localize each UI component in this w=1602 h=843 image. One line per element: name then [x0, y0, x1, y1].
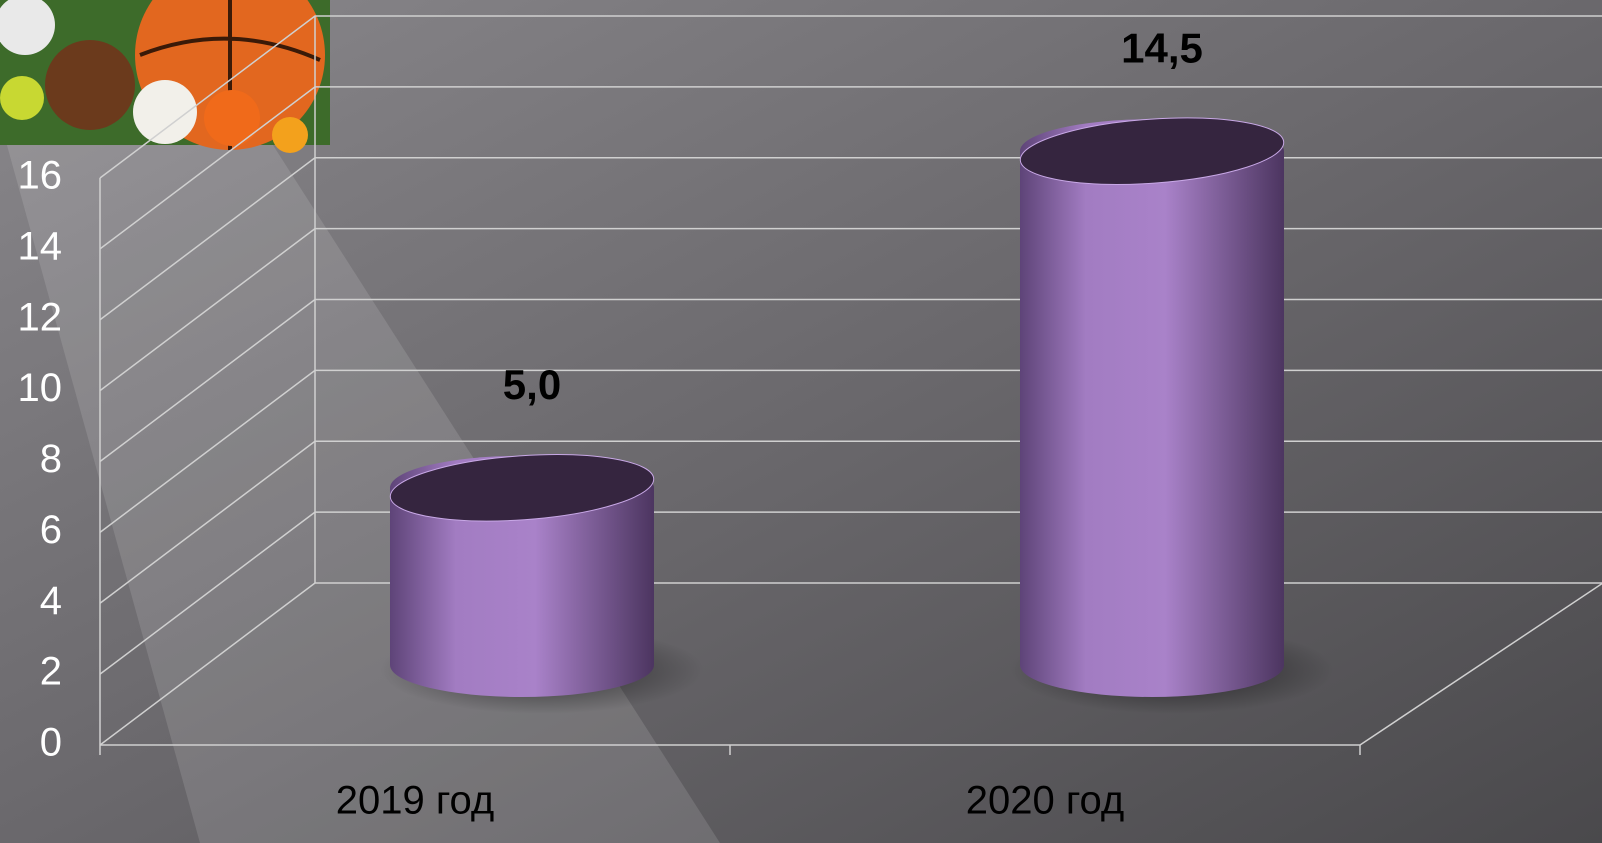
- y-tick-label: 0: [40, 721, 62, 765]
- y-tick-label: 4: [40, 579, 62, 623]
- y-tick-label: 12: [18, 295, 63, 339]
- x-tick-label: 2019 год: [336, 779, 495, 823]
- y-tick-label: 10: [18, 366, 63, 410]
- sports-image: [0, 0, 330, 153]
- x-tick-label: 2020 год: [966, 779, 1125, 823]
- y-tick-label: 16: [18, 154, 63, 198]
- grid-line: [99, 86, 1602, 250]
- value-label: 5,0: [503, 361, 561, 408]
- y-tick-label: 8: [40, 437, 62, 481]
- y-tick-label: 2: [40, 650, 62, 694]
- value-label: 14,5: [1121, 24, 1203, 71]
- grid-line: [99, 15, 1602, 179]
- bar: [1020, 119, 1284, 697]
- y-tick-label: 6: [40, 508, 62, 552]
- bar-top: [389, 454, 655, 522]
- bar-top: [1019, 117, 1285, 185]
- y-tick-label: 14: [18, 224, 63, 268]
